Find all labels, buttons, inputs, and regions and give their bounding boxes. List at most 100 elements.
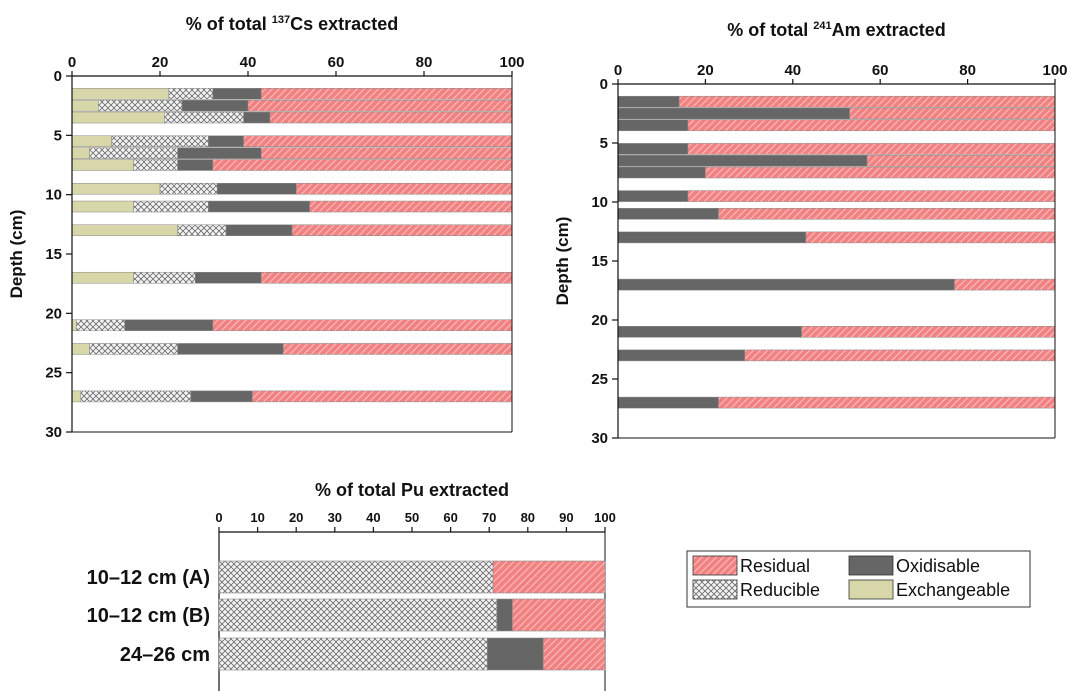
cs137-y-tick-label-30: 30: [45, 424, 62, 441]
cs137-bar-reducible-10: [76, 319, 126, 331]
pu-bar-reducible-0: [218, 560, 494, 594]
cs137-bar-residual-4: [260, 147, 513, 159]
cs137-bar-exchangeable-6: [71, 182, 161, 195]
am241-bar-residual-4: [866, 154, 1056, 167]
pu-chart: % of total Pu extracted 0 10 20 30 40 50 60 70 80…: [87, 480, 616, 691]
am241-bar-residual-3: [687, 143, 1056, 155]
pu-category-label-2: 24–26 cm: [120, 644, 210, 666]
cs137-y-tick-label-5: 5: [54, 127, 62, 144]
legend-label-oxidisable: Oxidisable: [896, 556, 980, 576]
am241-y-tick-label-5: 5: [600, 135, 608, 152]
pu-x-tick-label-10: 10: [250, 510, 264, 525]
am241-bar-residual-6: [687, 190, 1056, 202]
cs137-bar-exchangeable-7: [71, 200, 134, 213]
cs137-bar-exchangeable-1: [71, 99, 99, 112]
cs137-bar-residual-5: [212, 159, 513, 171]
cs137-bar-reducible-0: [168, 88, 214, 100]
pu-x-tick-label-40: 40: [366, 510, 380, 525]
am241-bar-oxidisable-10: [617, 326, 802, 338]
cs137-bar-residual-0: [260, 88, 513, 100]
am241-y-tick-label-10: 10: [591, 194, 608, 211]
cs137-bar-exchangeable-3: [71, 135, 112, 148]
pu-x-tick-label-20: 20: [289, 510, 303, 525]
am241-x-tick-label-60: 60: [872, 62, 889, 79]
cs137-title: % of total 137Cs extracted: [186, 14, 398, 34]
pu-bar-residual-0: [492, 560, 606, 594]
am241-y-label: Depth (cm): [553, 217, 572, 306]
cs137-bar-residual-12: [252, 390, 513, 403]
cs137-x-tick-label-40: 40: [240, 54, 257, 71]
am241-x-tick-label-80: 80: [959, 62, 976, 79]
cs137-x-tick-label-80: 80: [416, 54, 433, 71]
pu-bar-reducible-2: [218, 637, 488, 671]
cs137-bar-oxidisable-6: [216, 182, 297, 195]
am241-bar-oxidisable-1: [617, 107, 850, 120]
cs137-bar-residual-11: [282, 343, 513, 355]
cs137-bar-residual-2: [269, 111, 513, 124]
am241-bar-residual-10: [801, 326, 1056, 338]
cs137-y-tick-label-15: 15: [45, 246, 62, 263]
pu-x-tick-label-80: 80: [521, 510, 535, 525]
cs137-bar-reducible-9: [133, 271, 196, 284]
pu-x-tick-label-90: 90: [559, 510, 573, 525]
cs137-bar-reducible-3: [111, 135, 209, 148]
pu-bar-residual-2: [542, 637, 606, 671]
am241-bar-residual-2: [687, 119, 1056, 132]
am241-bar-oxidisable-9: [617, 278, 955, 291]
cs137-bar-oxidisable-0: [212, 88, 262, 100]
cs137-bar-reducible-1: [98, 99, 183, 112]
legend-swatch-exchangeable: [848, 579, 894, 600]
cs137-bar-reducible-4: [89, 147, 178, 159]
am241-bar-oxidisable-8: [617, 231, 807, 244]
cs137-bar-residual-9: [260, 271, 513, 284]
cs137-bar-exchangeable-11: [71, 343, 90, 355]
am241-chart: % of total 241Am extracted 0 20 40 60 80 100 0 5…: [553, 20, 1068, 447]
cs137-y-label: Depth (cm): [7, 210, 26, 299]
cs137-bar-exchangeable-9: [71, 271, 134, 284]
cs137-bar-reducible-11: [89, 343, 178, 355]
cs137-y-tick-label-0: 0: [54, 68, 62, 85]
cs137-bar-exchangeable-0: [71, 88, 170, 100]
am241-x-tick-label-40: 40: [784, 62, 801, 79]
cs137-bar-exchangeable-5: [71, 159, 134, 171]
cs137-bar-oxidisable-1: [181, 99, 249, 112]
cs137-bar-exchangeable-12: [71, 390, 82, 403]
pu-x-tick-label-30: 30: [328, 510, 342, 525]
am241-bar-oxidisable-7: [617, 208, 719, 220]
am241-bar-residual-9: [954, 278, 1056, 291]
cs137-bar-oxidisable-9: [194, 271, 262, 284]
cs137-bar-exchangeable-2: [71, 111, 165, 124]
am241-bar-residual-0: [678, 95, 1056, 108]
pu-category-label-1: 10–12 cm (B): [87, 605, 210, 627]
am241-y-tick-label-0: 0: [600, 76, 608, 93]
legend-swatch-residual: [692, 555, 738, 576]
cs137-bar-oxidisable-5: [177, 159, 214, 171]
am241-bar-oxidisable-11: [617, 349, 745, 362]
cs137-bar-reducible-8: [177, 224, 227, 237]
cs137-chart: % of total 137Cs extracted 0 20 40 60 80 100 0 5…: [7, 14, 525, 441]
cs137-x-tick-label-60: 60: [328, 54, 345, 71]
pu-bar-oxidisable-1: [496, 598, 513, 632]
legend-label-exchangeable: Exchangeable: [896, 580, 1010, 600]
cs137-bar-residual-1: [247, 99, 513, 112]
pu-title: % of total Pu extracted: [315, 480, 509, 500]
cs137-bar-oxidisable-2: [243, 111, 271, 124]
am241-bar-oxidisable-0: [617, 95, 680, 108]
am241-bar-residual-1: [849, 107, 1056, 120]
cs137-bar-exchangeable-8: [71, 224, 178, 237]
cs137-x-tick-label-0: 0: [68, 54, 76, 71]
legend-swatch-oxidisable: [848, 555, 894, 576]
cs137-bar-residual-8: [291, 224, 513, 237]
am241-x-tick-label-0: 0: [614, 62, 622, 79]
legend-swatch-reducible: [692, 579, 738, 600]
am241-bar-oxidisable-2: [617, 119, 689, 132]
cs137-x-tick-label-20: 20: [152, 54, 169, 71]
cs137-bar-oxidisable-8: [225, 224, 293, 237]
am241-x-tick-label-20: 20: [697, 62, 714, 79]
cs137-bar-oxidisable-7: [208, 200, 310, 213]
cs137-y-tick-label-20: 20: [45, 305, 62, 322]
am241-bar-oxidisable-6: [617, 190, 689, 202]
am241-y-tick-label-20: 20: [591, 312, 608, 329]
legend-label-residual: Residual: [740, 556, 810, 576]
